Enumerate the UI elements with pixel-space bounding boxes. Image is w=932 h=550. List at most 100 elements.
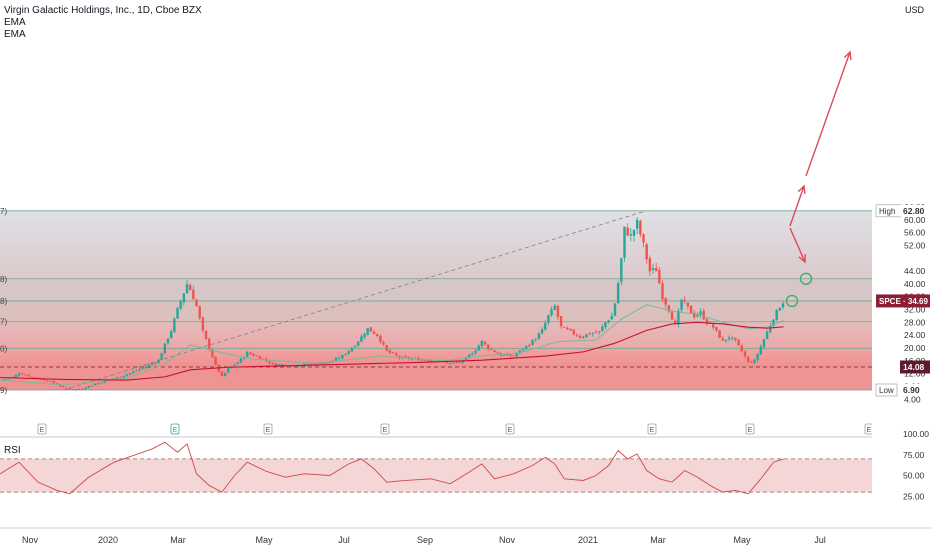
svg-text:6.90: 6.90 [903,385,920,395]
svg-text:E: E [266,427,271,434]
price-tick-label: 44.00 [904,266,926,276]
fib-left-label: 8) [0,275,7,284]
ema-legend-2[interactable]: EMA [4,29,26,40]
candle-body [674,320,677,325]
candle-body [471,353,474,356]
candle-body [14,374,18,378]
earnings-marker[interactable]: E [745,423,755,435]
arrow-up-short-head [797,184,806,195]
candle-body [712,324,715,328]
svg-text:SPCE · 34.69: SPCE · 34.69 [879,297,928,306]
fib-left-label: 0) [0,344,7,353]
rsi-line [0,441,784,495]
arrow-up-short [789,185,805,227]
candle-body [775,309,778,321]
candle-body [731,337,734,339]
candle-body [17,373,21,376]
time-tick-label: May [255,535,273,545]
candle-body [553,305,556,310]
candle-body [486,344,490,350]
candle-body [46,380,49,382]
candle-body [169,331,173,338]
candle-body [268,361,271,364]
price-tick-label: 32.00 [904,305,926,315]
earnings-marker[interactable]: E [380,423,390,435]
high-badge: High 62.80 [875,204,928,218]
candle-body [379,335,382,343]
candle-body [369,327,373,332]
candle-body [62,386,65,388]
candle-body [610,315,614,320]
earnings-marker[interactable]: E [864,423,874,435]
candle-body [337,358,341,359]
rsi-band [0,458,872,493]
time-tick-label: Sep [417,535,433,545]
candle-body [632,229,636,236]
earnings-marker[interactable]: E [170,423,180,435]
candle-body [398,355,401,358]
candle-body [271,362,274,364]
time-axis[interactable]: Nov 2020 Mar May Jul Sep Nov 2021 Mar May Jul [22,535,826,545]
candle-body [68,388,71,390]
candle-body [778,308,782,311]
candle-body [448,363,452,364]
candle-body [5,378,8,380]
low-badge: Low 6.90 [875,383,928,397]
candle-body [458,361,461,363]
candle-body [242,357,246,359]
arrow-up-long [805,51,851,177]
candle-body [27,374,30,377]
candle-body [531,339,534,346]
time-tick-label: 2020 [98,535,118,545]
price-tick-label: 52.00 [904,240,926,250]
price-tick-label: 12.00 [904,369,926,379]
earnings-marker[interactable]: E [647,423,657,435]
candle-body [49,381,52,382]
ema-legend-1[interactable]: EMA [4,17,26,28]
candle-body [173,318,176,332]
candle-body [303,363,306,366]
candle-body [597,331,601,333]
candle-body [33,376,37,378]
rsi-title: RSI [4,445,21,456]
earnings-marker[interactable]: E [263,423,273,435]
chart-legend: Virgin Galactic Holdings, Inc., 1D, Cboe… [4,5,202,41]
time-tick-label: Jul [338,535,350,545]
svg-text:E: E [173,427,178,434]
candle-body [255,355,258,357]
candle-body [147,364,151,367]
candle-body [724,339,728,342]
candle-body [116,377,119,379]
candle-body [40,378,43,380]
rsi-axis[interactable]: 100.00 75.00 50.00 25.00 [903,429,929,501]
candle-body [166,338,170,344]
candle-body [651,268,655,270]
candle-body [20,373,24,375]
arrow-down [789,227,806,263]
candle-body [620,258,623,282]
candle-body [157,359,160,364]
candle-body [737,339,740,346]
price-tick-label: 20.00 [904,343,926,353]
candle-body [664,298,667,305]
candle-body [385,345,388,351]
svg-text:E: E [383,427,388,434]
candle-body [753,359,756,363]
earnings-marker[interactable]: E [505,423,515,435]
chart-title[interactable]: Virgin Galactic Holdings, Inc., 1D, Cboe… [4,5,202,16]
candle-body [144,366,148,369]
time-tick-label: Nov [499,535,516,545]
candle-body [559,315,563,327]
dashed-trend-line[interactable] [63,210,647,391]
candle-body [24,374,27,376]
candle-body [521,349,525,351]
projection-arrows[interactable] [785,50,852,308]
candle-body [429,360,433,362]
fib-left-label: 7) [0,207,7,216]
rsi-tick-label: 100.00 [903,429,929,439]
candle-body [645,244,648,260]
earnings-marker[interactable]: E [37,423,47,435]
candle-body [128,372,132,375]
